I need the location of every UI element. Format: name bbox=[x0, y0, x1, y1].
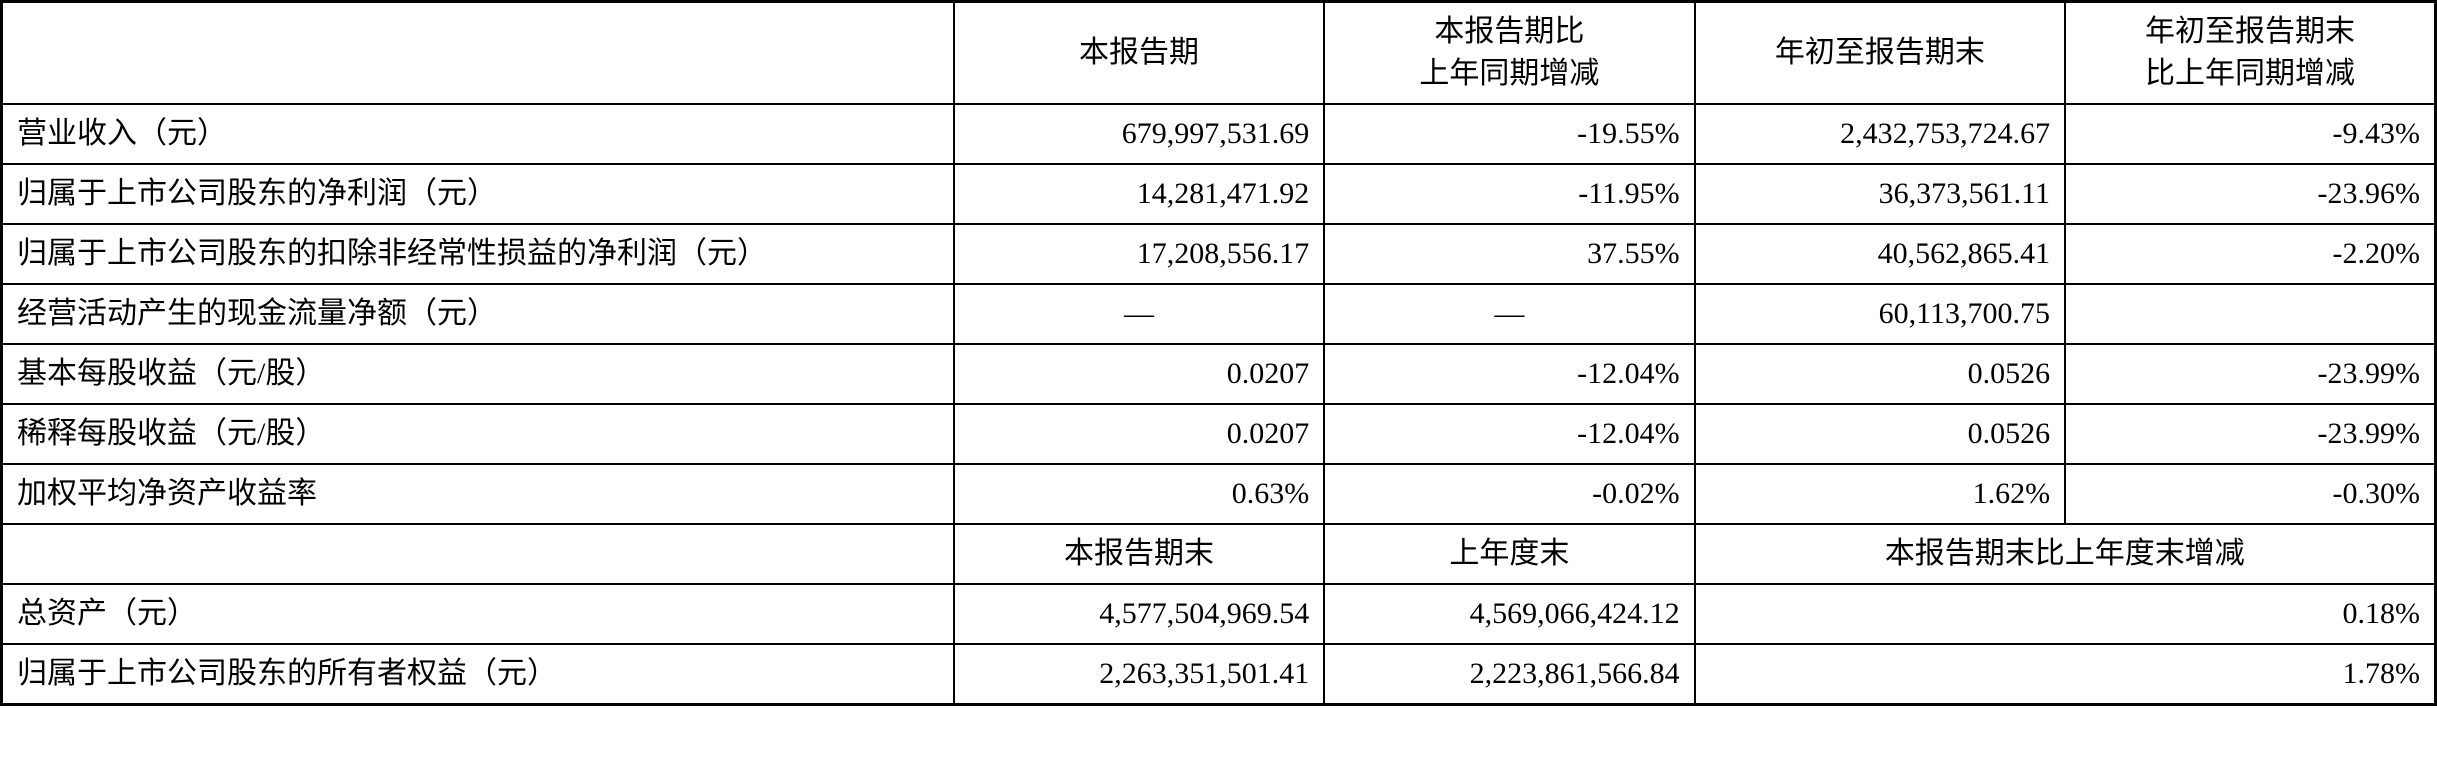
cell-value: 17,208,556.17 bbox=[954, 224, 1324, 284]
cell-value bbox=[2065, 284, 2435, 344]
row-label: 经营活动产生的现金流量净额（元） bbox=[2, 284, 954, 344]
row-label: 营业收入（元） bbox=[2, 104, 954, 164]
cell-value: -12.04% bbox=[1324, 404, 1694, 464]
row-label: 加权平均净资产收益率 bbox=[2, 464, 954, 524]
cell-value: 1.78% bbox=[1695, 644, 2436, 705]
table-row: 稀释每股收益（元/股） 0.0207 -12.04% 0.0526 -23.99… bbox=[2, 404, 2436, 464]
cell-value: 60,113,700.75 bbox=[1695, 284, 2065, 344]
cell-value: -19.55% bbox=[1324, 104, 1694, 164]
cell-value: 1.62% bbox=[1695, 464, 2065, 524]
cell-value: -0.02% bbox=[1324, 464, 1694, 524]
table-header-row-1: 本报告期 本报告期比 上年同期增减 年初至报告期末 年初至报告期末 比上年同期增… bbox=[2, 2, 2436, 105]
cell-value: 36,373,561.11 bbox=[1695, 164, 2065, 224]
cell-value: 37.55% bbox=[1324, 224, 1694, 284]
cell-value: -11.95% bbox=[1324, 164, 1694, 224]
financial-summary-table: 本报告期 本报告期比 上年同期增减 年初至报告期末 年初至报告期末 比上年同期增… bbox=[0, 0, 2437, 706]
header2-change: 本报告期末比上年度末增减 bbox=[1695, 524, 2436, 584]
cell-value: 0.0207 bbox=[954, 344, 1324, 404]
header-ytd-change: 年初至报告期末 比上年同期增减 bbox=[2065, 2, 2435, 105]
cell-value: -0.30% bbox=[2065, 464, 2435, 524]
cell-value: -23.99% bbox=[2065, 344, 2435, 404]
table-row: 归属于上市公司股东的所有者权益（元） 2,263,351,501.41 2,22… bbox=[2, 644, 2436, 705]
row-label: 总资产（元） bbox=[2, 584, 954, 644]
header-yoy-line1: 本报告期比 bbox=[1434, 15, 1584, 48]
cell-value: 0.0526 bbox=[1695, 344, 2065, 404]
cell-value: -2.20% bbox=[2065, 224, 2435, 284]
cell-value: -12.04% bbox=[1324, 344, 1694, 404]
header2-period-end: 本报告期末 bbox=[954, 524, 1324, 584]
cell-value: -9.43% bbox=[2065, 104, 2435, 164]
row-label: 基本每股收益（元/股） bbox=[2, 344, 954, 404]
table-row: 归属于上市公司股东的净利润（元） 14,281,471.92 -11.95% 3… bbox=[2, 164, 2436, 224]
header-yoy-change: 本报告期比 上年同期增减 bbox=[1324, 2, 1694, 105]
header-yoy-line2: 上年同期增减 bbox=[1419, 57, 1599, 90]
cell-value: 2,223,861,566.84 bbox=[1324, 644, 1694, 705]
row-label: 稀释每股收益（元/股） bbox=[2, 404, 954, 464]
header-ytd: 年初至报告期末 bbox=[1695, 2, 2065, 105]
header-ytd-line2: 比上年同期增减 bbox=[2145, 57, 2355, 90]
cell-value: 4,569,066,424.12 bbox=[1324, 584, 1694, 644]
table-row: 归属于上市公司股东的扣除非经常性损益的净利润（元） 17,208,556.17 … bbox=[2, 224, 2436, 284]
cell-value: 679,997,531.69 bbox=[954, 104, 1324, 164]
table-row: 基本每股收益（元/股） 0.0207 -12.04% 0.0526 -23.99… bbox=[2, 344, 2436, 404]
table-row: 营业收入（元） 679,997,531.69 -19.55% 2,432,753… bbox=[2, 104, 2436, 164]
cell-value: -23.96% bbox=[2065, 164, 2435, 224]
header-current-period: 本报告期 bbox=[954, 2, 1324, 105]
table-row: 经营活动产生的现金流量净额（元） — — 60,113,700.75 bbox=[2, 284, 2436, 344]
cell-value: — bbox=[1324, 284, 1694, 344]
row-label: 归属于上市公司股东的净利润（元） bbox=[2, 164, 954, 224]
header-blank bbox=[2, 2, 954, 105]
table-row: 总资产（元） 4,577,504,969.54 4,569,066,424.12… bbox=[2, 584, 2436, 644]
cell-value: 2,432,753,724.67 bbox=[1695, 104, 2065, 164]
row-label: 归属于上市公司股东的所有者权益（元） bbox=[2, 644, 954, 705]
header-ytd-line1: 年初至报告期末 bbox=[2145, 15, 2355, 48]
cell-value: 0.63% bbox=[954, 464, 1324, 524]
cell-value: — bbox=[954, 284, 1324, 344]
cell-value: 0.18% bbox=[1695, 584, 2436, 644]
table-header-row-2: 本报告期末 上年度末 本报告期末比上年度末增减 bbox=[2, 524, 2436, 584]
table-row: 加权平均净资产收益率 0.63% -0.02% 1.62% -0.30% bbox=[2, 464, 2436, 524]
cell-value: 0.0207 bbox=[954, 404, 1324, 464]
cell-value: 14,281,471.92 bbox=[954, 164, 1324, 224]
cell-value: 0.0526 bbox=[1695, 404, 2065, 464]
row-label: 归属于上市公司股东的扣除非经常性损益的净利润（元） bbox=[2, 224, 954, 284]
cell-value: 2,263,351,501.41 bbox=[954, 644, 1324, 705]
cell-value: 4,577,504,969.54 bbox=[954, 584, 1324, 644]
header2-prev-year-end: 上年度末 bbox=[1324, 524, 1694, 584]
cell-value: -23.99% bbox=[2065, 404, 2435, 464]
header2-blank bbox=[2, 524, 954, 584]
cell-value: 40,562,865.41 bbox=[1695, 224, 2065, 284]
